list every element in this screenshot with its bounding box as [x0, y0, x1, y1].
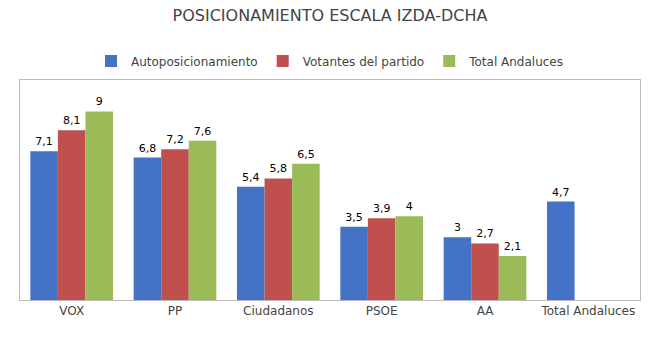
svg-text:3,9: 3,9: [373, 202, 391, 215]
svg-text:PSOE: PSOE: [366, 304, 398, 318]
svg-text:4,7: 4,7: [552, 186, 570, 199]
svg-text:2,1: 2,1: [504, 240, 522, 253]
svg-text:5,8: 5,8: [270, 162, 288, 175]
svg-text:6,5: 6,5: [297, 148, 315, 161]
svg-text:Ciudadanos: Ciudadanos: [243, 304, 313, 318]
svg-text:PP: PP: [168, 304, 182, 318]
svg-text:2,7: 2,7: [476, 227, 494, 240]
svg-text:VOX: VOX: [59, 304, 84, 318]
svg-text:6,8: 6,8: [139, 142, 157, 155]
svg-text:4: 4: [406, 200, 413, 213]
svg-text:7,6: 7,6: [194, 125, 212, 138]
svg-text:8,1: 8,1: [63, 114, 81, 127]
svg-text:5,4: 5,4: [242, 171, 260, 184]
svg-text:AA: AA: [477, 304, 495, 318]
svg-text:Autoposicionamiento: Autoposicionamiento: [131, 55, 258, 69]
svg-text:3: 3: [454, 221, 461, 234]
svg-text:Total Andaluces: Total Andaluces: [540, 304, 635, 318]
svg-text:3,5: 3,5: [345, 211, 363, 224]
svg-text:POSICIONAMIENTO ESCALA IZDA-DC: POSICIONAMIENTO ESCALA IZDA-DCHA: [173, 6, 488, 25]
svg-text:7,1: 7,1: [35, 135, 53, 148]
svg-text:7,2: 7,2: [166, 133, 184, 146]
svg-text:Total Andaluces: Total Andaluces: [468, 55, 563, 69]
svg-text:Votantes del partido: Votantes del partido: [303, 55, 425, 69]
svg-text:9: 9: [96, 95, 103, 108]
